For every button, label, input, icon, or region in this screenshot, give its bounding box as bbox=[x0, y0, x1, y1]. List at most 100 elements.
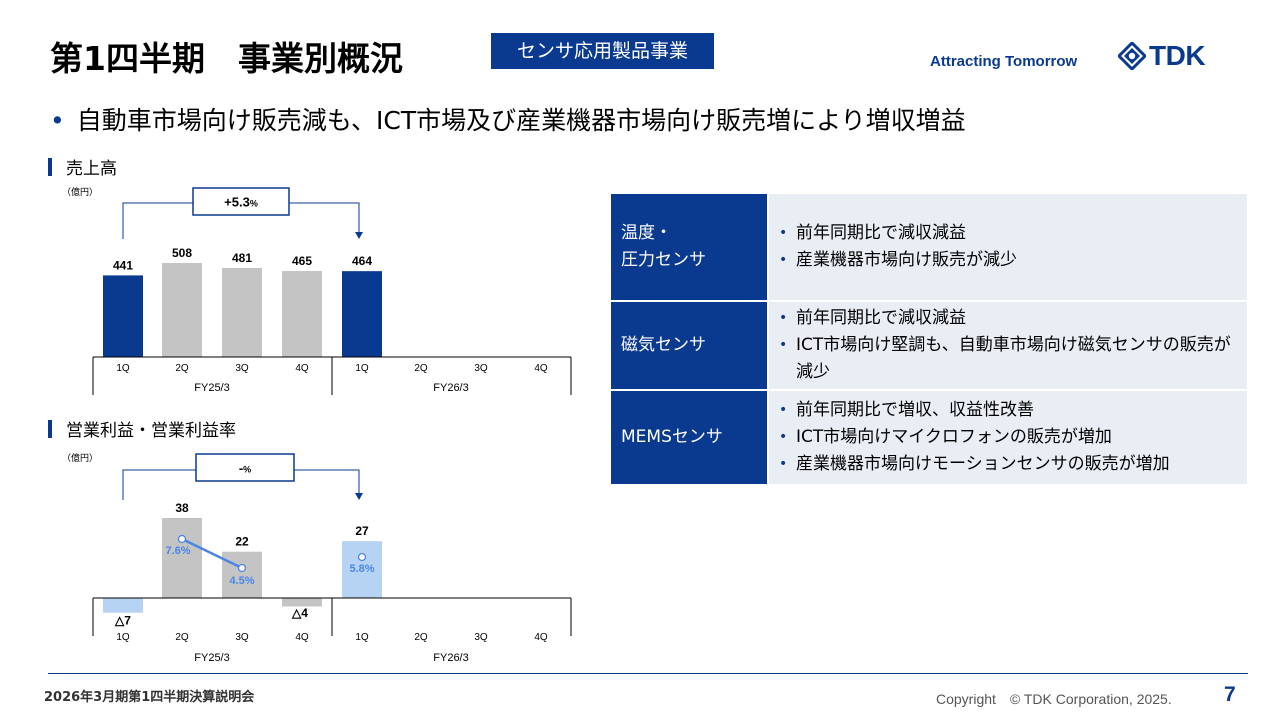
margin-rate-point bbox=[237, 563, 247, 573]
table-row: 磁気センサ • 前年同期比で減収減益 • ICT市場向け堅調も、自動車市場向け磁気センサ… bbox=[611, 302, 1247, 391]
list-item-text: 前年同期比で減収減益 bbox=[796, 223, 966, 243]
list-item-text: 前年同期比で増収、収益性改善 bbox=[796, 400, 1034, 420]
change-value: - bbox=[239, 461, 243, 476]
change-arrow-head bbox=[355, 232, 363, 239]
page-title: 第1四半期 事業別概況 bbox=[50, 39, 403, 78]
x-tick-label: 3Q bbox=[474, 632, 488, 643]
change-value-label: -% bbox=[239, 461, 251, 476]
bullet-dot-icon: • bbox=[50, 106, 65, 135]
x-tick-label: 2Q bbox=[175, 363, 189, 374]
table-row: MEMSセンサ • 前年同期比で増収、収益性改善 • ICT市場向けマイクロフォンの販売… bbox=[611, 391, 1247, 486]
segment-badge: センサ応用製品事業 bbox=[491, 33, 714, 69]
list-item: • 産業機器市場向け販売が減少 bbox=[779, 247, 1237, 274]
profit-value-label: 38 bbox=[175, 501, 189, 515]
change-bracket-line bbox=[122, 202, 193, 239]
segment-name: 磁気センサ bbox=[621, 332, 706, 359]
sales-chart: （億円） 441 508 481 465 464 1Q 2Q 3Q 4Q 1Q 2Q 3Q 4Q FY25/… bbox=[0, 170, 600, 409]
change-box bbox=[195, 453, 295, 482]
x-tick-label: 2Q bbox=[414, 632, 428, 643]
change-bracket-line bbox=[294, 469, 360, 494]
x-tick-label: 3Q bbox=[235, 632, 249, 643]
unit-label: （億円） bbox=[62, 452, 98, 463]
x-tick-label: 4Q bbox=[295, 632, 309, 643]
list-item: • 前年同期比で減収減益 bbox=[779, 305, 1237, 332]
margin-rate-label: 7.6% bbox=[165, 545, 190, 557]
list-item-text: ICT市場向けマイクロフォンの販売が増加 bbox=[796, 427, 1112, 447]
logo-text: TDK bbox=[1149, 40, 1206, 71]
profit-value-label: 27 bbox=[355, 524, 369, 538]
x-tick-label: 1Q bbox=[116, 632, 130, 643]
change-arrow-head bbox=[355, 493, 363, 500]
x-tick-label: 2Q bbox=[175, 632, 189, 643]
sales-section-label: 売上高 bbox=[66, 159, 117, 179]
change-value: +5.3 bbox=[224, 195, 250, 210]
x-tick-label: 4Q bbox=[295, 363, 309, 374]
segment-name-cell: MEMSセンサ bbox=[611, 391, 769, 484]
profit-chart-svg: （億円） △7 38 22 △4 27 7.6% 4.5% 5.8% 1Q 2Q 3Q 4Q 1Q 2Q 3Q… bbox=[62, 452, 572, 664]
segment-name: MEMSセンサ bbox=[621, 424, 723, 451]
section-marker bbox=[48, 419, 52, 438]
profit-bar bbox=[222, 551, 262, 598]
profit-bar bbox=[103, 598, 143, 613]
list-item-text: 産業機器市場向けモーションセンサの販売が増加 bbox=[796, 454, 1170, 474]
footer-event-name: 2026年3月期第1四半期決算説明会 bbox=[44, 690, 255, 705]
sales-bar bbox=[103, 275, 143, 357]
change-unit: % bbox=[243, 465, 251, 475]
change-unit: % bbox=[250, 199, 258, 209]
x-tick-label: 1Q bbox=[355, 632, 369, 643]
segment-name-line: 圧力センサ bbox=[621, 250, 706, 270]
profit-value-label: △7 bbox=[114, 614, 131, 628]
segment-detail-cell: • 前年同期比で減収減益 • ICT市場向け堅調も、自動車市場向け磁気センサの販売が減… bbox=[769, 302, 1247, 389]
change-bracket-line bbox=[122, 469, 196, 500]
fiscal-year-label: FY26/3 bbox=[433, 382, 468, 394]
change-box bbox=[192, 187, 290, 216]
profit-section-label: 営業利益・営業利益率 bbox=[66, 421, 236, 441]
list-item: • 前年同期比で減収減益 bbox=[779, 220, 1237, 247]
margin-rate-point bbox=[357, 552, 367, 562]
summary-bullet: • 自動車市場向け販売減も、ICT市場及び産業機器市場向け販売増により増収増益 bbox=[50, 101, 966, 137]
bullet-icon: • bbox=[779, 225, 788, 241]
x-tick-label: 4Q bbox=[534, 363, 548, 374]
fiscal-year-label: FY26/3 bbox=[433, 652, 468, 664]
profit-bar bbox=[342, 541, 382, 598]
segment-detail-cell: • 前年同期比で減収減益 • 産業機器市場向け販売が減少 bbox=[769, 194, 1247, 300]
summary-text: 自動車市場向け販売減も、ICT市場及び産業機器市場向け販売増により増収増益 bbox=[76, 106, 966, 135]
table-row: 温度・圧力センサ • 前年同期比で減収減益 • 産業機器市場向け販売が減少 bbox=[611, 194, 1247, 302]
sensor-segment-table: 温度・圧力センサ • 前年同期比で減収減益 • 産業機器市場向け販売が減少磁気センサ • 前… bbox=[611, 194, 1247, 486]
sales-bar bbox=[282, 270, 322, 357]
list-item-text: 前年同期比で減収減益 bbox=[796, 308, 966, 328]
sales-bar bbox=[342, 271, 382, 357]
sales-section-heading: 売上高 bbox=[48, 154, 117, 179]
sales-value-label: 441 bbox=[113, 258, 133, 272]
segment-name-line: 温度・ bbox=[621, 223, 672, 243]
sales-bar bbox=[222, 267, 262, 357]
section-marker bbox=[48, 157, 52, 176]
x-tick-label: 2Q bbox=[414, 363, 428, 374]
bullet-icon: • bbox=[779, 310, 788, 326]
bullet-icon: • bbox=[779, 429, 788, 445]
sales-value-label: 464 bbox=[352, 254, 372, 268]
footer-copyright: Copyright © TDK Corporation, 2025. bbox=[936, 691, 1172, 707]
page-number: 7 bbox=[1224, 683, 1236, 706]
profit-bar bbox=[282, 598, 322, 607]
margin-rate-label: 5.8% bbox=[349, 563, 374, 575]
x-tick-label: 4Q bbox=[534, 632, 548, 643]
bullet-icon: • bbox=[779, 456, 788, 472]
slogan: Attracting Tomorrow bbox=[930, 53, 1078, 70]
profit-value-label: 22 bbox=[235, 535, 249, 549]
change-value-label: +5.3% bbox=[224, 195, 258, 210]
fiscal-year-label: FY25/3 bbox=[194, 382, 229, 394]
profit-bar bbox=[162, 518, 202, 598]
profit-value-label: △4 bbox=[291, 606, 308, 620]
list-item-text: ICT市場向け堅調も、自動車市場向け磁気センサの販売が減少 bbox=[796, 335, 1231, 382]
footer-divider bbox=[48, 673, 1248, 674]
bullet-icon: • bbox=[779, 402, 788, 418]
sales-chart-svg: （億円） 441 508 481 465 464 1Q 2Q 3Q 4Q 1Q 2Q 3Q 4Q FY25/… bbox=[62, 186, 572, 395]
segment-name-line: 磁気センサ bbox=[621, 335, 706, 355]
profit-chart: （億円） △7 38 22 △4 27 7.6% 4.5% 5.8% 1Q 2Q 3Q 4Q 1Q 2Q 3Q… bbox=[0, 440, 600, 674]
segment-name: 温度・ 圧力センサ bbox=[621, 220, 706, 274]
list-item: • 産業機器市場向けモーションセンサの販売が増加 bbox=[779, 451, 1237, 478]
sales-value-label: 481 bbox=[232, 251, 252, 265]
x-tick-label: 1Q bbox=[355, 363, 369, 374]
margin-rate-point bbox=[177, 534, 187, 544]
